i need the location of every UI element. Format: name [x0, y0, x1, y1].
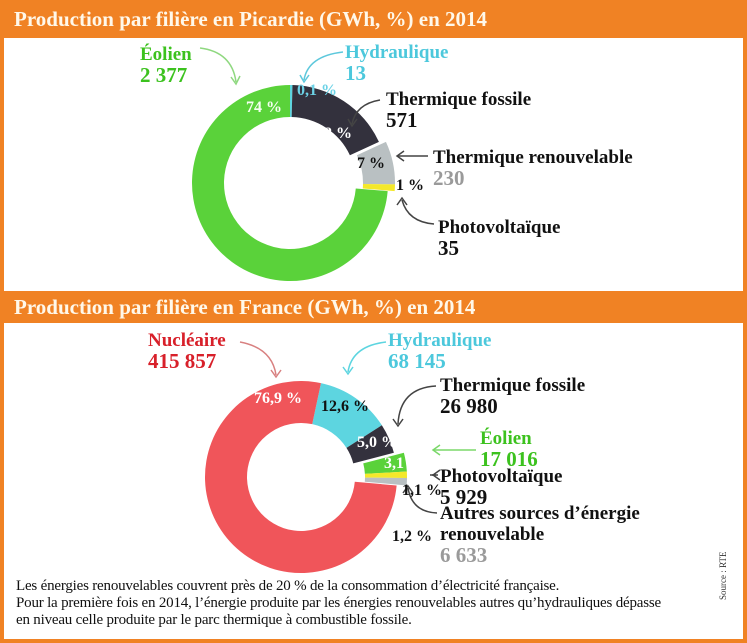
pct-pv-picardie: 1 %	[396, 177, 424, 194]
label-eolien-france: Éolien 17 016	[480, 428, 538, 471]
arrowhead	[431, 469, 441, 481]
footer-line-2: Pour la première fois en 2014, l’énergie…	[16, 595, 661, 611]
label-hydraulique-france: Hydraulique 68 145	[388, 330, 492, 373]
pct-eolien-picardie: 74 %	[246, 99, 282, 116]
france-title: Production par filière en France (GWh, %…	[0, 291, 747, 323]
arrowhead	[347, 118, 358, 128]
slice-thermique_renouvelable	[356, 141, 395, 185]
pct-threnouv-picardie: 7 %	[357, 155, 385, 172]
pct-nucleaire-france: 76,9 %	[254, 390, 302, 407]
label-eolien-picardie: Éolien 2 377	[140, 44, 192, 87]
label-threnouv-picardie: Thermique renouvelable 230	[433, 147, 633, 190]
label-fossile-france: Thermique fossile 26 980	[440, 375, 586, 418]
label-nucleaire-france: Nucléaire 415 857	[148, 330, 226, 373]
arrowhead	[402, 484, 414, 494]
source-credit: Source : RTE	[718, 551, 728, 600]
france-donut	[205, 381, 408, 573]
slice-fossile	[346, 425, 394, 464]
arrow-fossile-picardie	[351, 99, 381, 125]
pct-autres-france: 1,2 %	[392, 528, 432, 545]
picardie-title: Production par filière en Picardie (GWh,…	[0, 0, 747, 38]
label-pv-france: Photovoltaïque 5 929	[440, 466, 563, 509]
arrow-autres-france	[407, 487, 438, 514]
pct-pv-france: 1,1 %	[402, 482, 442, 499]
arrowhead	[392, 418, 404, 428]
slice-photovoltaique	[362, 183, 395, 192]
arrowhead	[342, 366, 354, 376]
arrow-fossile-france	[397, 385, 437, 425]
arrowhead	[395, 150, 405, 162]
pct-fossile-france: 5,0 %	[357, 434, 397, 451]
pct-fossile-picardie: 18 %	[316, 125, 352, 142]
label-pv-picardie: Photovoltaïque 35	[438, 217, 561, 260]
arrow-hydraulique-picardie	[303, 51, 344, 81]
footer-line-3: en niveau celle produite par le parc the…	[16, 612, 412, 628]
picardie-donut	[192, 85, 395, 281]
arrow-pv-picardie	[401, 199, 435, 225]
footer-note: Les énergies renouvelables couvrent près…	[16, 578, 661, 629]
arrow-hydraulique-france	[347, 341, 387, 373]
arrow-nucleaire-france	[239, 341, 277, 376]
arrowhead	[270, 369, 282, 379]
slice-eolien	[192, 85, 388, 281]
slice-fossile	[291, 85, 379, 156]
arrowhead	[299, 74, 310, 84]
arrow-eolien-picardie	[199, 47, 237, 83]
arrowhead	[431, 444, 441, 456]
slice-eolien	[363, 452, 407, 474]
footer-line-1: Les énergies renouvelables couvrent près…	[16, 578, 560, 594]
pct-eolien-france: 3,1 %	[384, 455, 424, 472]
pct-hydraulique-picardie: 0,1 %	[297, 82, 337, 99]
slice-photovoltaique	[364, 471, 408, 479]
slice-autres	[364, 477, 407, 486]
slice-nucleaire	[205, 381, 397, 573]
label-autres-france: Autres sources d’énergie renouvelable 6 63…	[440, 503, 640, 567]
arrowhead	[230, 75, 241, 86]
slice-hydraulique	[312, 383, 382, 448]
arrowhead	[396, 196, 408, 206]
slice-hydraulique	[290, 85, 293, 118]
pct-hydraulique-france: 12,6 %	[321, 398, 369, 415]
label-hydraulique-picardie: Hydraulique 13	[345, 42, 449, 85]
label-fossile-picardie: Thermique fossile 571	[386, 89, 532, 132]
